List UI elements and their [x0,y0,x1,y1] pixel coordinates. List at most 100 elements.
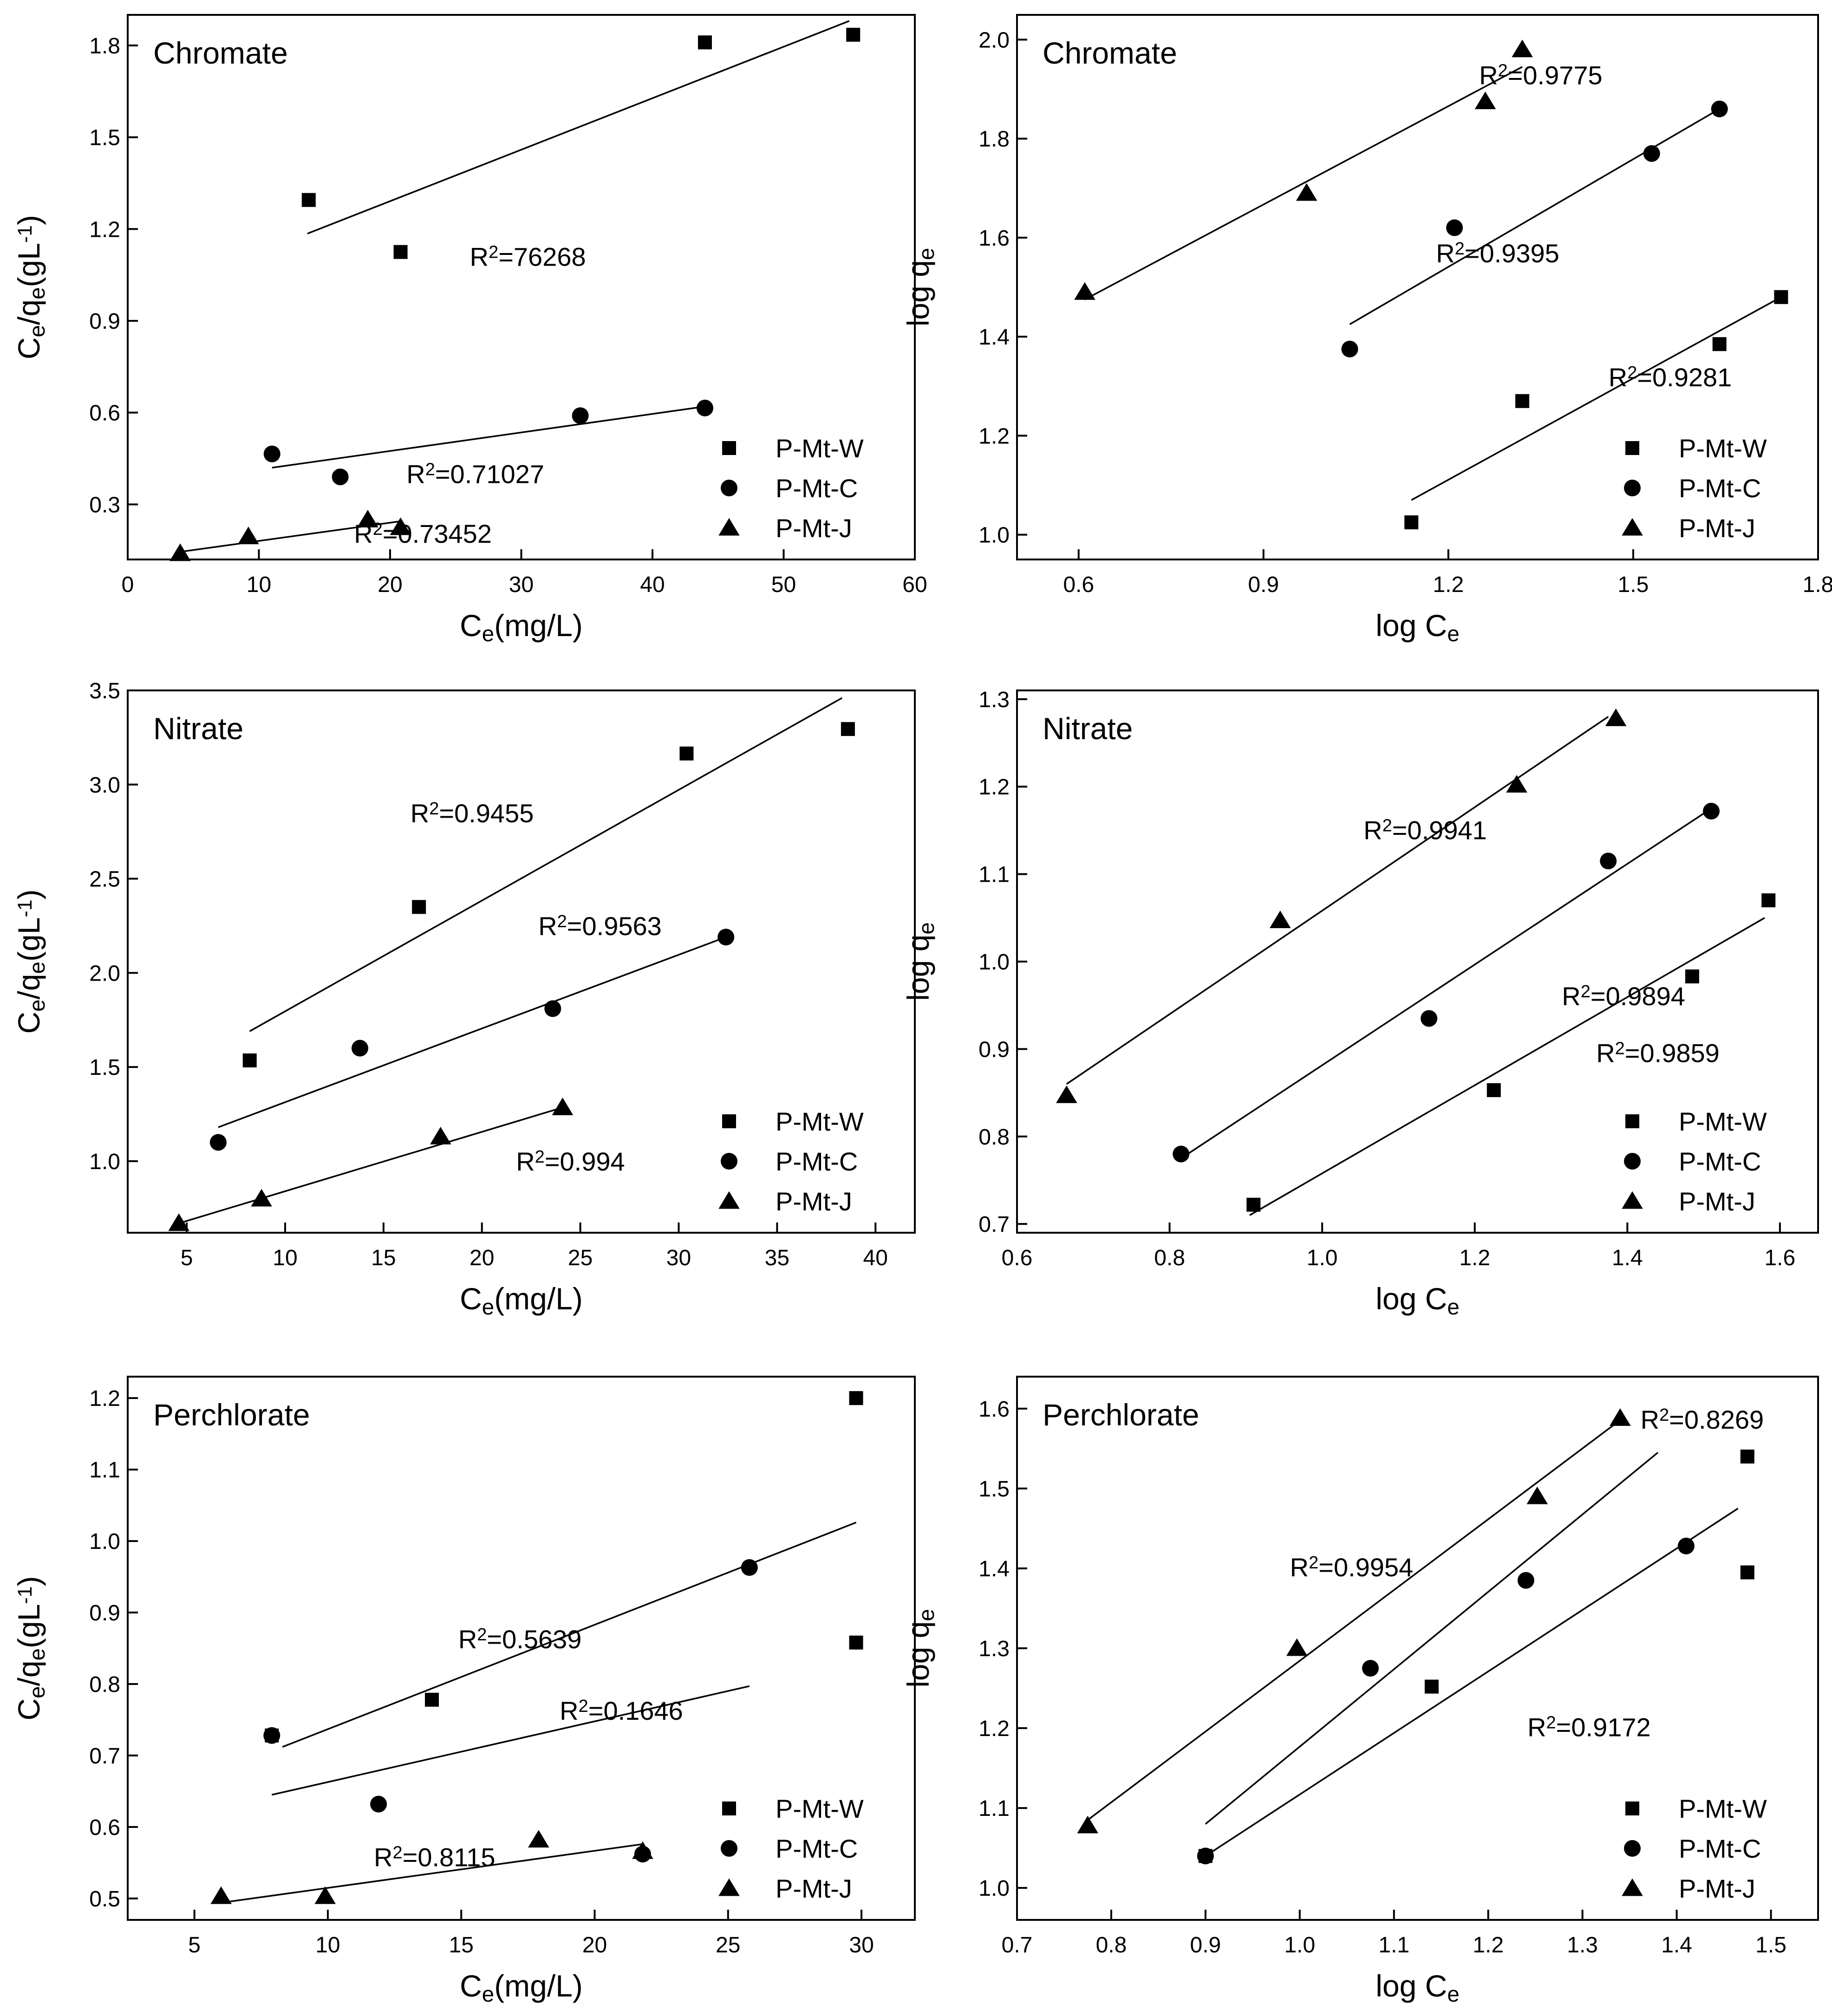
x-tick-label: 1.0 [1284,1933,1315,1957]
y-tick-label: 1.3 [978,1637,1010,1661]
data-point-p-mt-j [251,1189,272,1207]
y-tick-label: 0.5 [89,1887,120,1912]
legend-label-p-mt-w: P-Mt-W [776,434,864,463]
legend-marker-p-mt-j [718,1191,740,1209]
panel-title: Chromate [153,36,288,70]
x-tick-label: 25 [568,1246,593,1270]
x-tick-label: 1.6 [1764,1246,1795,1270]
plot-frame [127,689,916,1234]
data-point-p-mt-w [1246,1197,1261,1212]
r-squared-label: R2=0.8115 [374,1843,495,1872]
legend-label-p-mt-c: P-Mt-C [776,474,858,503]
legend-marker-p-mt-w [1625,1114,1639,1128]
y-tick-label: 1.2 [89,217,120,242]
chart-langmuir-nitrate: 5 10 15 20 25 30 35 40 1.0 1.5 2.0 2.5 3.0 3.5 Ce(mg/L… [12,679,916,1320]
x-tick-label: 0.6 [1002,1246,1033,1270]
data-point-p-mt-w [698,35,712,50]
data-point-p-mt-w [841,722,855,736]
data-point-p-mt-w [1486,1083,1501,1097]
x-axis-title: Ce(mg/L) [460,608,583,646]
x-tick-label: 10 [315,1933,340,1957]
x-tick-label: 60 [902,572,927,597]
r-squared-label: R2=0.994 [516,1147,625,1176]
fit-line-p-mt-w [249,697,843,1032]
y-tick-label: 0.9 [89,309,120,334]
data-point-p-mt-w [849,1635,863,1650]
y-tick-label: 0.8 [89,1672,120,1697]
legend-label-p-mt-w: P-Mt-W [1679,1107,1767,1136]
legend-label-p-mt-w: P-Mt-W [1679,1794,1767,1823]
y-tick-label: 2.0 [89,961,120,986]
panel-title: Chromate [1043,36,1177,70]
x-tick-label: 5 [188,1933,201,1957]
y-tick-label: 1.0 [978,1876,1010,1901]
legend-label-p-mt-w: P-Mt-W [1679,434,1767,463]
legend-marker-p-mt-c [721,480,737,496]
legend-label-p-mt-c: P-Mt-C [1679,1834,1761,1863]
x-tick-label: 30 [509,572,534,597]
y-axis-title: Ce/qe(gL-1) [12,889,50,1034]
fit-line-p-mt-c [1180,807,1712,1159]
data-point-p-mt-w [301,193,316,207]
data-point-p-mt-w [846,27,861,42]
data-point-p-mt-j [1056,1085,1077,1103]
data-point-p-mt-j [238,527,259,545]
data-point-p-mt-j [314,1886,336,1904]
fit-line-p-mt-j [221,1843,643,1904]
legend-marker-p-mt-c [1624,480,1641,496]
fit-line-p-mt-c [272,405,705,469]
data-point-p-mt-w [425,1692,439,1707]
panel-title: Nitrate [153,711,243,746]
y-tick-label: 2.5 [89,867,120,892]
legend-marker-p-mt-w [722,1114,736,1128]
y-tick-label: 1.5 [89,126,120,150]
data-point-p-mt-w [1404,515,1419,530]
fit-line-p-mt-c [1205,1452,1659,1825]
y-axis-title: log qe [901,922,939,1001]
data-point-p-mt-c [332,468,349,486]
x-tick-label: 40 [640,572,665,597]
data-point-p-mt-c [572,407,589,424]
data-point-p-mt-j [357,509,378,527]
x-tick-label: 15 [371,1246,396,1270]
y-tick-label: 3.0 [89,773,120,798]
x-tick-label: 1.8 [1803,572,1832,597]
fit-line-p-mt-c [271,1685,750,1796]
data-point-p-mt-c [1600,852,1617,870]
fit-line-p-mt-w [1249,917,1765,1216]
legend-marker-p-mt-j [1622,1191,1643,1209]
data-point-p-mt-c [1197,1847,1214,1865]
y-tick-label: 3.5 [89,679,120,703]
r-squared-label: R2=0.9455 [411,799,534,828]
data-point-p-mt-c [1446,219,1463,236]
legend-label-p-mt-c: P-Mt-C [1679,474,1761,503]
data-point-p-mt-w [242,1053,257,1067]
plot-frame [1016,14,1819,560]
data-point-p-mt-w [1515,394,1530,408]
y-tick-label: 1.0 [89,1529,120,1554]
x-tick-label: 0.9 [1248,572,1279,597]
x-axis-title: log Ce [1376,1281,1460,1320]
x-tick-label: 1.3 [1567,1933,1598,1957]
legend-label-p-mt-j: P-Mt-J [1679,1874,1755,1903]
data-point-p-mt-c [1517,1572,1534,1589]
data-point-p-mt-c [352,1040,369,1057]
legend-label-p-mt-j: P-Mt-J [776,1874,852,1903]
r-squared-label: R2=0.1646 [560,1696,683,1725]
data-point-p-mt-c [1703,802,1720,819]
r-squared-label: R2=0.5639 [458,1625,582,1654]
y-tick-label: 1.2 [978,1717,1010,1741]
data-point-p-mt-w [679,746,694,761]
data-point-p-mt-c [697,399,713,416]
y-tick-label: 0.6 [89,1815,120,1840]
data-point-p-mt-w [849,1391,863,1405]
r-squared-label: R2=0.9775 [1479,60,1603,90]
y-tick-label: 1.5 [978,1477,1010,1502]
y-tick-label: 0.6 [89,401,120,426]
chart-freundlich-chromate: 0.6 0.9 1.2 1.5 1.8 1.0 1.2 1.4 1.6 1.8 2.0 log Ce l… [901,14,1832,646]
panel-title: Perchlorate [153,1398,310,1432]
x-tick-label: 1.0 [1307,1246,1338,1270]
x-tick-label: 0.8 [1096,1933,1127,1957]
data-point-p-mt-c [741,1559,758,1576]
